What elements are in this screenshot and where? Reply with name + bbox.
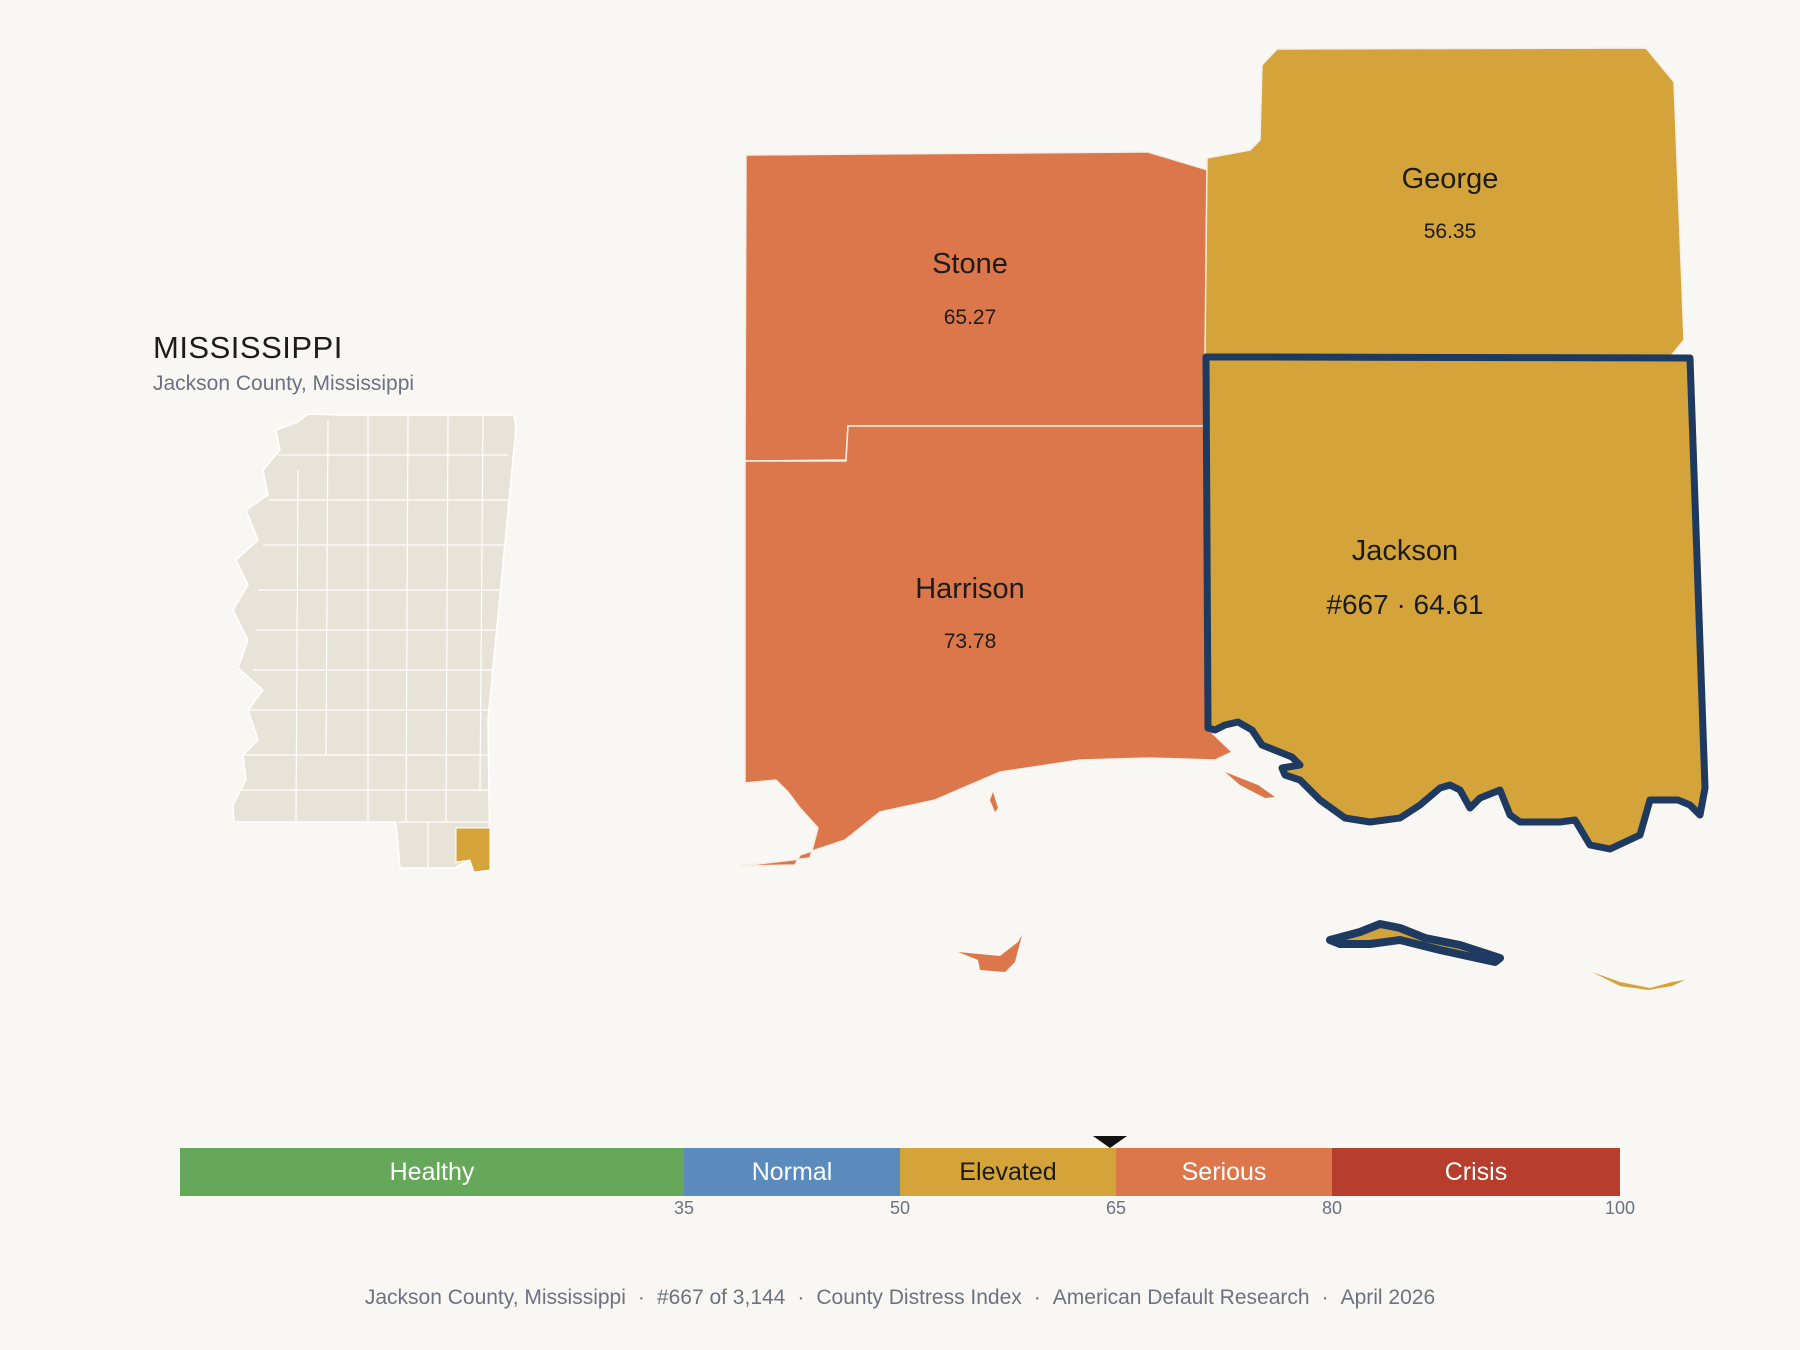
county-label-harrison: Harrison <box>915 573 1025 605</box>
county-label-stone: Stone <box>932 248 1008 280</box>
footer-date: April 2026 <box>1340 1286 1436 1309</box>
footer-source: American Default Research <box>1052 1286 1310 1309</box>
legend-tick-50: 50 <box>889 1198 911 1218</box>
harrison-island-2 <box>958 935 1022 972</box>
page-subtitle: Jackson County, Mississippi <box>153 372 415 395</box>
legend-segment-normal: Normal <box>684 1148 900 1196</box>
inset-county-borders <box>238 414 508 868</box>
county-george[interactable] <box>1204 47 1685 358</box>
footer-caption: Jackson County, Mississippi · #667 of 3,14… <box>364 1286 1436 1309</box>
legend-tick-35: 35 <box>673 1198 695 1218</box>
footer-county: Jackson County, Mississippi <box>364 1286 626 1309</box>
george-sliver-island <box>1592 972 1685 990</box>
county-value-george: 56.35 <box>1424 220 1477 243</box>
legend-segment-crisis: Crisis <box>1332 1148 1620 1196</box>
legend-segment-healthy: Healthy <box>180 1148 684 1196</box>
legend-segment-elevated: Elevated <box>900 1148 1116 1196</box>
legend-tick-100: 100 <box>1604 1198 1636 1218</box>
county-map: Stone 65.27 George 56.35 Harrison 73.78 … <box>739 47 1709 990</box>
footer-index-name: County Distress Index <box>816 1286 1022 1309</box>
jackson-island <box>1326 920 1504 966</box>
state-title: MISSISSIPPI <box>153 330 343 365</box>
state-locator-map <box>232 413 517 873</box>
county-value-stone: 65.27 <box>944 306 997 329</box>
county-jackson[interactable] <box>1202 353 1709 853</box>
harrison-island-1 <box>1225 772 1275 798</box>
county-value-harrison: 73.78 <box>944 630 997 653</box>
score-marker-icon <box>1093 1136 1128 1148</box>
inset-jackson-county <box>455 827 491 873</box>
legend-tick-65: 65 <box>1105 1198 1127 1218</box>
county-label-george: George <box>1402 163 1499 195</box>
legend-segment-serious: Serious <box>1116 1148 1332 1196</box>
legend-tick-80: 80 <box>1321 1198 1343 1218</box>
footer-rank: #667 of 3,144 <box>656 1286 786 1309</box>
harrison-point <box>990 792 998 812</box>
distress-legend: Healthy Normal Elevated Serious Crisis 3… <box>180 1136 1635 1218</box>
county-value-jackson: #667 · 64.61 <box>1326 589 1483 620</box>
county-label-jackson: Jackson <box>1352 535 1458 567</box>
